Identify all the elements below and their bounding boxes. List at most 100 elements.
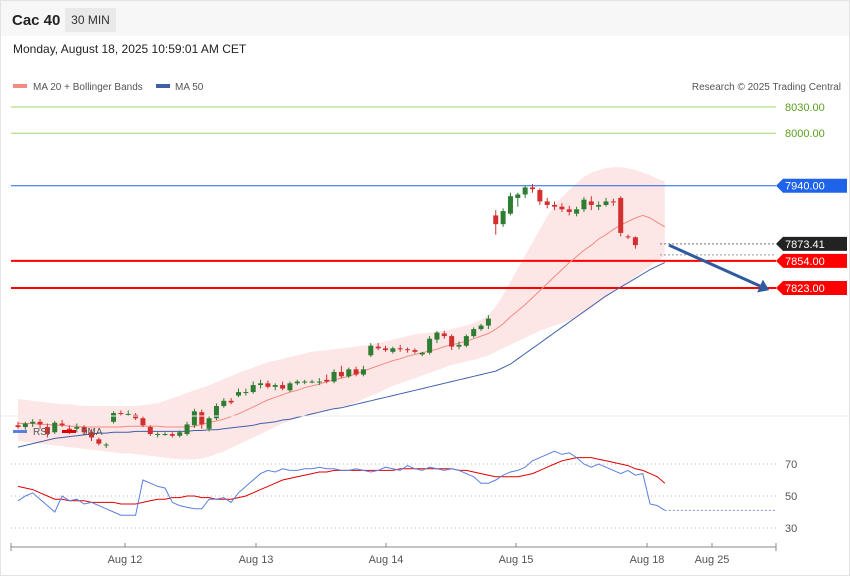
- candle-body: [478, 325, 484, 330]
- candle-body: [272, 385, 278, 387]
- candle-body: [552, 204, 558, 207]
- forecast-arrow-shaft: [668, 243, 761, 288]
- candle-body: [632, 237, 638, 246]
- candle-body: [140, 418, 146, 426]
- candle-body: [581, 199, 587, 210]
- price-tag-7873-41: [776, 236, 847, 251]
- candle-body: [228, 400, 234, 403]
- symbol-title: Cac 40: [12, 12, 61, 29]
- candle-body: [537, 190, 543, 202]
- candle-body: [22, 423, 28, 428]
- ma20-line: [18, 214, 666, 428]
- candle-body: [507, 196, 513, 214]
- ma9-legend-swatch: [62, 430, 76, 433]
- rsi-line: [17, 450, 666, 516]
- time-tick-label: Aug 12: [108, 554, 143, 566]
- candle-body: [118, 413, 124, 415]
- candle-body: [74, 427, 80, 429]
- candle-body: [471, 329, 477, 337]
- price-tag-7940-00: [776, 178, 847, 193]
- candle-body: [258, 383, 264, 386]
- candle-body: [52, 422, 58, 433]
- time-tick-label: Aug 25: [695, 554, 730, 566]
- candle-body: [383, 348, 388, 351]
- candle-body: [596, 204, 602, 207]
- candle-body: [463, 336, 469, 346]
- candle-body: [81, 427, 87, 433]
- candle-body: [419, 352, 425, 355]
- candle-body: [96, 439, 102, 444]
- candle-body: [493, 215, 499, 225]
- candle-body: [280, 385, 286, 389]
- candle-body: [610, 201, 616, 203]
- candle-body: [177, 432, 183, 436]
- timestamp: Monday, August 18, 2025 10:59:01 AM CET: [13, 42, 247, 56]
- candle-body: [221, 400, 227, 407]
- price-label-8000-00: 8000.00: [785, 128, 825, 140]
- time-axis-ticks: Aug 12 Aug 13 Aug 14 Aug 15 Aug 18 Aug 25: [10, 543, 777, 566]
- candle-body: [360, 369, 366, 375]
- candle-body: [449, 336, 455, 347]
- price-label-7854-00: 7854.00: [785, 256, 825, 268]
- candle-body: [30, 421, 36, 424]
- candle-body: [338, 371, 344, 377]
- candle-body: [574, 209, 580, 214]
- candle-body: [456, 344, 462, 347]
- candle-body: [522, 187, 528, 195]
- header-bar: Cac 40 30 MIN: [1, 1, 849, 36]
- price-label-8030-00: 8030.00: [785, 102, 825, 114]
- candle-body: [625, 236, 631, 238]
- forecast-arrow: [668, 243, 770, 293]
- rsi-tick-label-70: 70: [785, 459, 797, 471]
- price-label-7873-41: 7873.41: [785, 239, 825, 251]
- rsi-legend-swatch: [13, 430, 27, 433]
- candle-body: [66, 428, 72, 431]
- candle-body: [236, 392, 241, 396]
- candle-body: [324, 379, 330, 382]
- credit-text: Research © 2025 Trading Central: [692, 82, 841, 93]
- price-tag-7823-00: [776, 281, 847, 295]
- candle-body: [287, 383, 293, 391]
- rsi-legend-label: RSI: [33, 427, 50, 438]
- candle-body: [397, 348, 403, 350]
- candle-body: [485, 318, 491, 326]
- candle-body: [346, 369, 352, 377]
- candle-body: [302, 381, 308, 383]
- candle-body: [603, 201, 609, 205]
- candle-body: [44, 427, 50, 435]
- rsi-tick-label-30: 30: [785, 523, 797, 535]
- candle-body: [155, 434, 161, 436]
- interval-button[interactable]: 30 MIN: [65, 8, 116, 32]
- time-tick-label: Aug 14: [369, 554, 404, 566]
- candle-body: [133, 414, 139, 419]
- candle-body: [618, 197, 624, 233]
- price-label-7940-00: 7940.00: [785, 181, 825, 193]
- candles: [15, 183, 638, 449]
- candle-body: [530, 187, 535, 190]
- candle-body: [89, 432, 94, 438]
- candle-body: [375, 346, 381, 349]
- rsi-panel: 70 50 30: [11, 450, 797, 535]
- ma20-legend-label: MA 20 + Bollinger Bands: [33, 82, 143, 93]
- ma9-line: [17, 457, 666, 505]
- ma50-legend-label: MA 50: [175, 82, 204, 93]
- candle-body: [37, 421, 43, 425]
- candle-body: [125, 413, 131, 415]
- price-levels: [11, 106, 776, 289]
- candle-body: [111, 413, 117, 422]
- candle-body: [405, 349, 411, 351]
- candle-body: [353, 369, 359, 375]
- candle-body: [184, 424, 190, 435]
- candle-body: [368, 345, 374, 356]
- candle-body: [390, 348, 396, 352]
- candle-body: [412, 350, 418, 352]
- candle-body: [265, 383, 271, 387]
- candle-body: [500, 211, 506, 225]
- candle-body: [199, 412, 205, 425]
- candle-body: [15, 425, 21, 428]
- candle-body: [103, 444, 109, 446]
- candle-body: [169, 434, 175, 436]
- candle-body: [250, 385, 256, 393]
- price-tag-7854-00: [776, 253, 847, 268]
- candle-body: [331, 371, 337, 382]
